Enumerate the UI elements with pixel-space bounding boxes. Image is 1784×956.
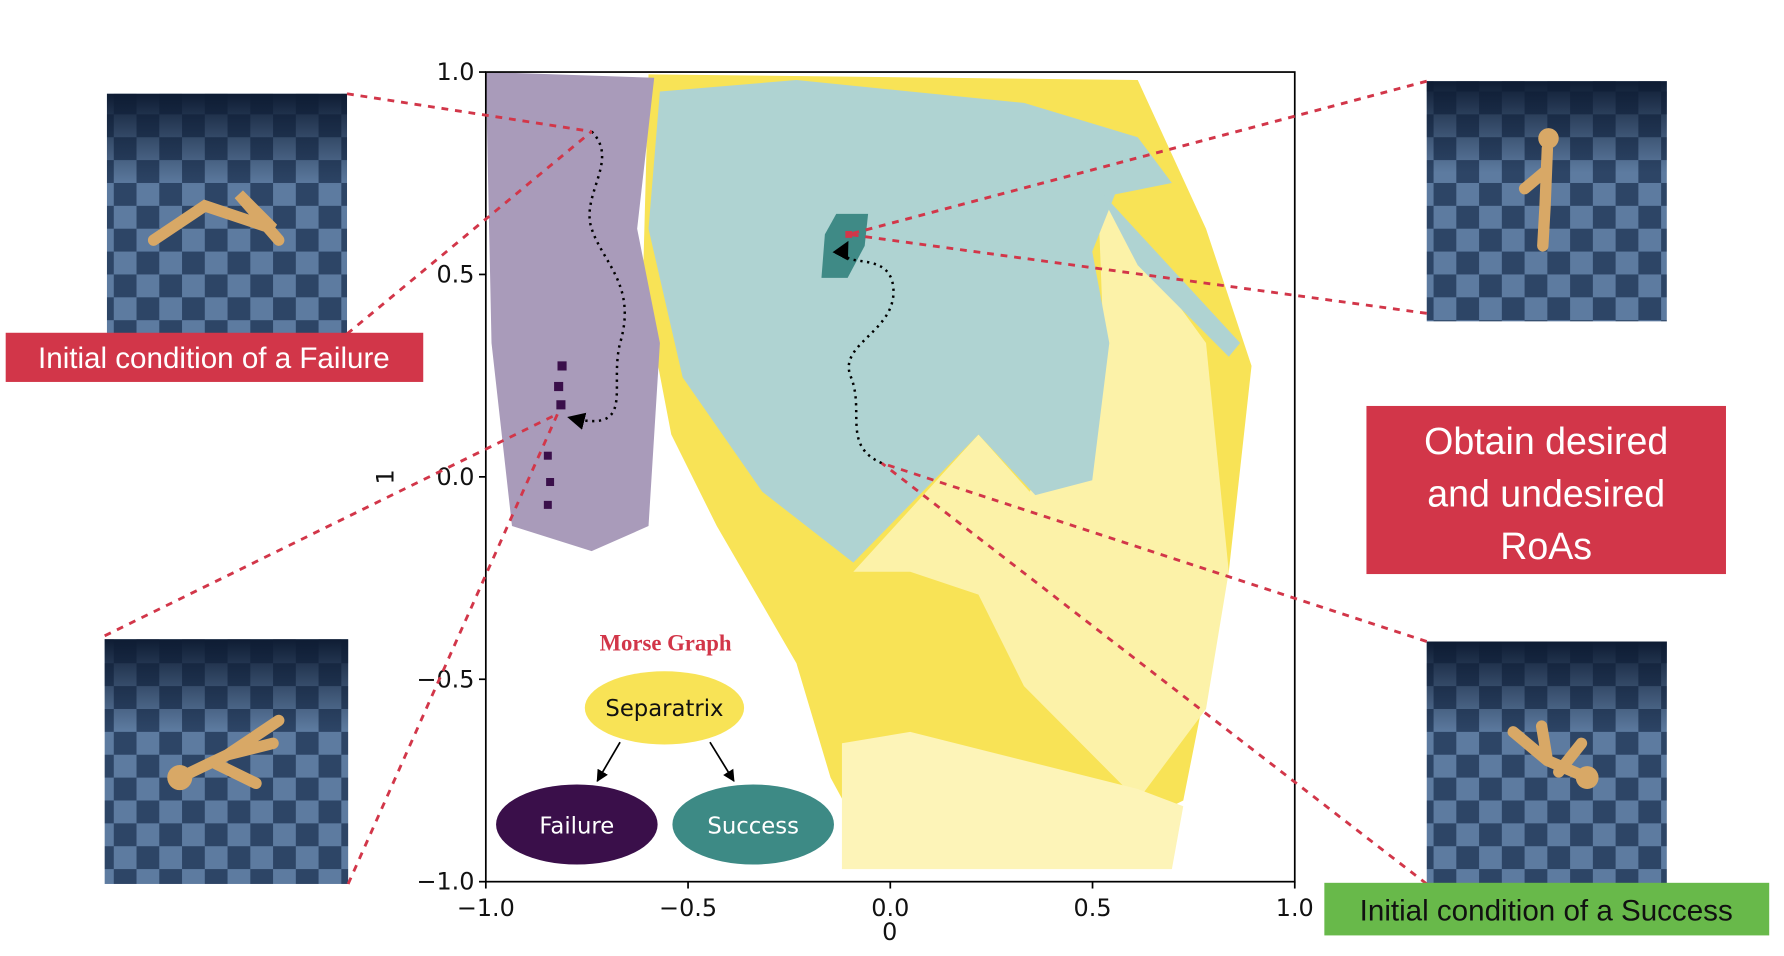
roas-callout-text: and undesired — [1427, 473, 1665, 515]
failure-callout-text: Initial condition of a Failure — [38, 342, 390, 375]
axes: −1.0 −0.5 0.0 0.5 1.0 −1.0 −0.5 0.0 0.5 1.0 — [416, 58, 1313, 922]
separatrix-pale-region — [853, 194, 1229, 801]
success-callout-text: Initial condition of a Success — [1360, 894, 1733, 927]
y-tick-label: 0.0 — [436, 463, 474, 491]
morse-graph: Morse Graph Separatrix Failure Success — [496, 631, 834, 865]
edge — [709, 741, 735, 783]
failure-node — [496, 784, 658, 865]
x-tick-label: 0.0 — [871, 894, 909, 922]
separatrix-node — [584, 671, 745, 745]
y-tick-label: −1.0 — [416, 868, 474, 896]
node-label: Success — [707, 814, 799, 840]
roas-callout-text: Obtain desired — [1424, 420, 1668, 462]
x-tick-label: −0.5 — [659, 894, 717, 922]
connectors — [104, 79, 1428, 886]
morse-graph-title: Morse Graph — [600, 631, 732, 656]
success-callout — [1324, 882, 1770, 936]
node-label: Separatrix — [605, 696, 723, 722]
y-tick-label: 0.5 — [436, 260, 474, 288]
y-tick-label: −0.5 — [416, 665, 474, 693]
thumbnail — [104, 639, 349, 884]
failure-region — [485, 72, 660, 552]
trajectory — [567, 130, 626, 430]
x-tick-label: −1.0 — [457, 894, 515, 922]
thumbnails — [104, 81, 1667, 884]
success-node — [672, 784, 834, 865]
failure-attractor — [543, 361, 567, 509]
thumbnail — [1426, 641, 1667, 884]
y-tick-label: 1.0 — [436, 58, 474, 86]
success-region — [1097, 188, 1241, 357]
marker — [845, 230, 853, 238]
trajectory — [832, 240, 895, 465]
x-axis-label: 0 — [882, 918, 897, 946]
success-region — [648, 80, 1172, 563]
separatrix-pale-region — [841, 731, 1184, 870]
thumbnail — [106, 93, 348, 334]
roas-callout — [1366, 405, 1726, 575]
failure-callout — [5, 332, 424, 382]
thumbnail — [1426, 81, 1667, 322]
y-axis-label: 1 — [372, 469, 400, 484]
x-tick-label: 0.5 — [1074, 894, 1112, 922]
edge — [596, 741, 621, 783]
x-tick-label: 1.0 — [1276, 894, 1314, 922]
regions — [485, 72, 1252, 870]
node-label: Failure — [539, 814, 614, 840]
roas-callout-text: RoAs — [1500, 525, 1592, 567]
